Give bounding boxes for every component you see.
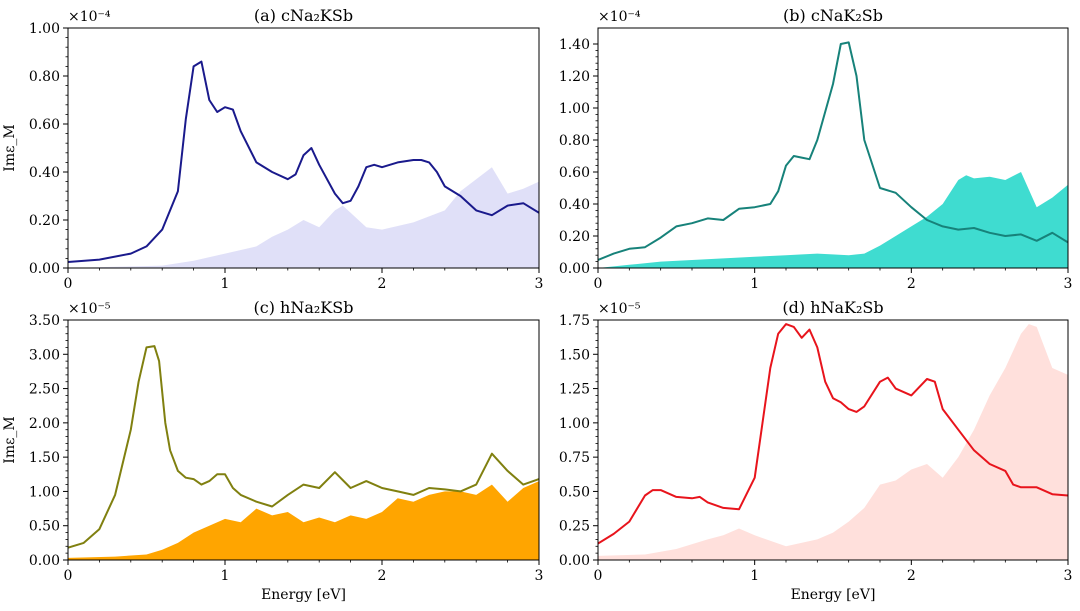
area-series — [68, 167, 539, 268]
x-tick-label: 2 — [378, 276, 387, 292]
x-tick-label: 0 — [594, 568, 603, 584]
x-tick-label: 2 — [907, 568, 916, 584]
area-series — [598, 172, 1068, 268]
y-tick-label: 3.50 — [29, 313, 60, 329]
y-tick-label: 0.25 — [559, 519, 590, 535]
x-tick-label: 2 — [907, 276, 916, 292]
x-tick-label: 0 — [64, 276, 73, 292]
axis-multiplier: ×10⁻⁵ — [68, 301, 111, 317]
x-tick-label: 2 — [378, 568, 387, 584]
y-tick-label: 1.50 — [559, 347, 590, 363]
y-tick-label: 0.60 — [559, 165, 590, 181]
y-tick-label: 1.75 — [559, 313, 590, 329]
axes-frame — [597, 27, 1069, 269]
line-series — [68, 60, 539, 263]
y-tick-label: 0.50 — [559, 484, 590, 500]
x-tick-label: 1 — [221, 568, 230, 584]
panel-2: 0 1 2 3 0.00 0.20 0.40 0.60 0.80 1.00 1.20 1.40 ×10⁻… — [559, 6, 1073, 292]
y-tick-label: 1.20 — [559, 69, 590, 85]
area-series — [68, 481, 539, 560]
x-tick-label: 1 — [221, 276, 230, 292]
panel-title: (a) cNa₂KSb — [254, 6, 353, 25]
y-tick-label: 0.00 — [559, 261, 590, 277]
x-axis-label: Energy [eV] — [261, 587, 346, 603]
panel-1: 0 1 2 3 0.00 0.20 0.40 0.60 0.80 1.00 ×10⁻⁴ (a) cNa… — [2, 6, 543, 292]
y-tick-label: 1.00 — [29, 21, 60, 37]
line-series — [68, 345, 539, 549]
y-tick-label: 0.20 — [559, 229, 590, 245]
axes-frame — [597, 319, 1069, 561]
x-tick-label: 1 — [750, 276, 759, 292]
y-tick-label: 0.80 — [559, 133, 590, 149]
axis-multiplier: ×10⁻⁴ — [598, 9, 641, 25]
panel-title: (c) hNa₂KSb — [254, 298, 354, 317]
axes-frame — [67, 27, 540, 269]
y-tick-label: 1.00 — [559, 101, 590, 117]
x-tick-label: 3 — [1064, 276, 1073, 292]
y-tick-label: 0.50 — [29, 519, 60, 535]
y-tick-label: 0.60 — [29, 117, 60, 133]
axis-multiplier: ×10⁻⁴ — [68, 9, 111, 25]
y-tick-label: 1.00 — [559, 416, 590, 432]
y-tick-label: 0.00 — [559, 553, 590, 569]
panel-4: 0 1 2 3 0.00 0.25 0.50 0.75 1.00 1.25 1.50 1.75 ×10⁻… — [559, 298, 1073, 603]
line-series — [598, 323, 1068, 545]
x-tick-label: 3 — [535, 568, 544, 584]
y-tick-label: 0.40 — [559, 197, 590, 213]
x-tick-label: 3 — [1064, 568, 1073, 584]
y-tick-label: 1.00 — [29, 484, 60, 500]
y-tick-label: 3.00 — [29, 347, 60, 363]
area-series — [598, 324, 1068, 560]
line-series — [598, 41, 1068, 261]
x-tick-label: 3 — [535, 276, 544, 292]
axis-multiplier: ×10⁻⁵ — [598, 301, 641, 317]
axes-frame — [67, 319, 540, 561]
y-tick-label: 0.75 — [559, 450, 590, 466]
y-tick-label: 2.50 — [29, 382, 60, 398]
y-tick-label: 0.00 — [29, 261, 60, 277]
y-tick-label: 1.40 — [559, 37, 590, 53]
y-axis-label: Imε_M — [2, 416, 18, 463]
x-tick-label: 0 — [64, 568, 73, 584]
y-tick-label: 0.20 — [29, 213, 60, 229]
y-tick-label: 2.00 — [29, 416, 60, 432]
y-tick-label: 0.00 — [29, 553, 60, 569]
y-axis-label: Imε_M — [2, 124, 18, 171]
y-tick-label: 1.25 — [559, 382, 590, 398]
x-tick-label: 1 — [750, 568, 759, 584]
x-tick-label: 0 — [594, 276, 603, 292]
y-tick-label: 0.80 — [29, 69, 60, 85]
panel-title: (d) hNaK₂Sb — [782, 298, 883, 317]
y-tick-label: 1.50 — [29, 450, 60, 466]
panel-title: (b) cNaK₂Sb — [783, 6, 883, 25]
y-tick-label: 0.40 — [29, 165, 60, 181]
x-axis-label: Energy [eV] — [791, 587, 876, 603]
panel-3: 0 1 2 3 0.00 0.50 1.00 1.50 2.00 2.50 3.00 3.50 ×10⁻… — [2, 298, 543, 603]
